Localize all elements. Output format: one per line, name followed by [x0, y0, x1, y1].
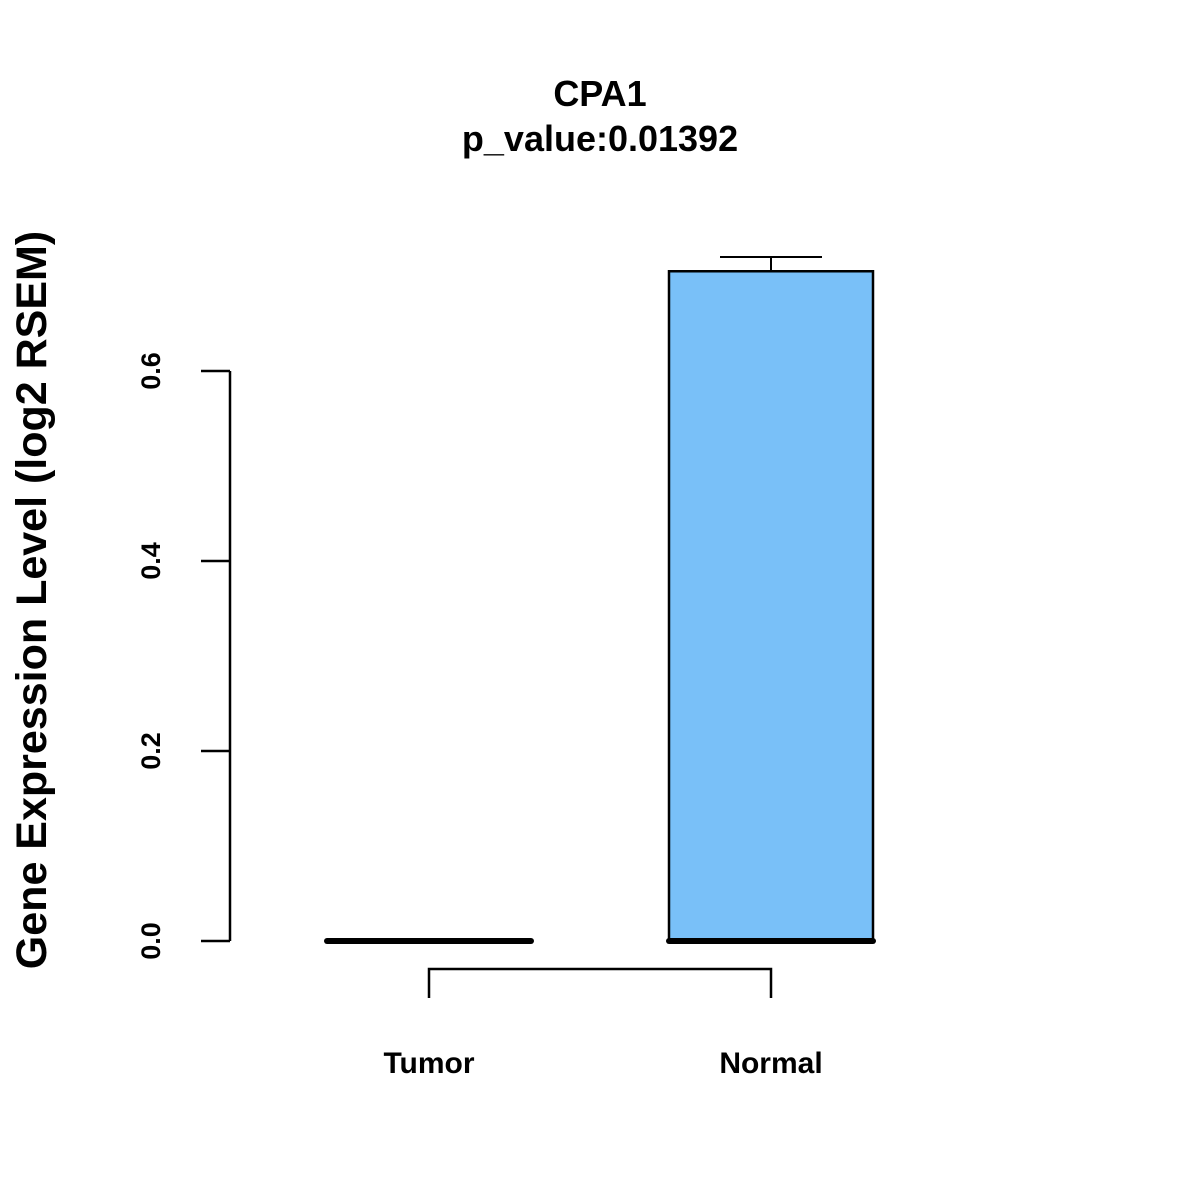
chart-title: CPA1 — [553, 73, 646, 114]
bar — [667, 270, 875, 943]
y-tick-label: 0.2 — [136, 732, 166, 770]
x-tick-label: Tumor — [383, 1047, 474, 1080]
y-tick-label: 0.6 — [136, 352, 166, 390]
comparison-bracket — [427, 967, 773, 998]
y-axis: 0.0 0.2 0.4 0.6 — [136, 352, 232, 960]
chart-subtitle: p_value:0.01392 — [462, 118, 738, 159]
x-tick-label: Normal — [719, 1047, 822, 1080]
bars — [324, 256, 876, 944]
y-axis-label: Gene Expression Level (log2 RSEM) — [8, 231, 56, 969]
y-tick-label: 0.4 — [136, 542, 166, 580]
x-axis: Tumor Normal — [383, 967, 823, 1080]
y-tick-label: 0.0 — [136, 922, 166, 960]
